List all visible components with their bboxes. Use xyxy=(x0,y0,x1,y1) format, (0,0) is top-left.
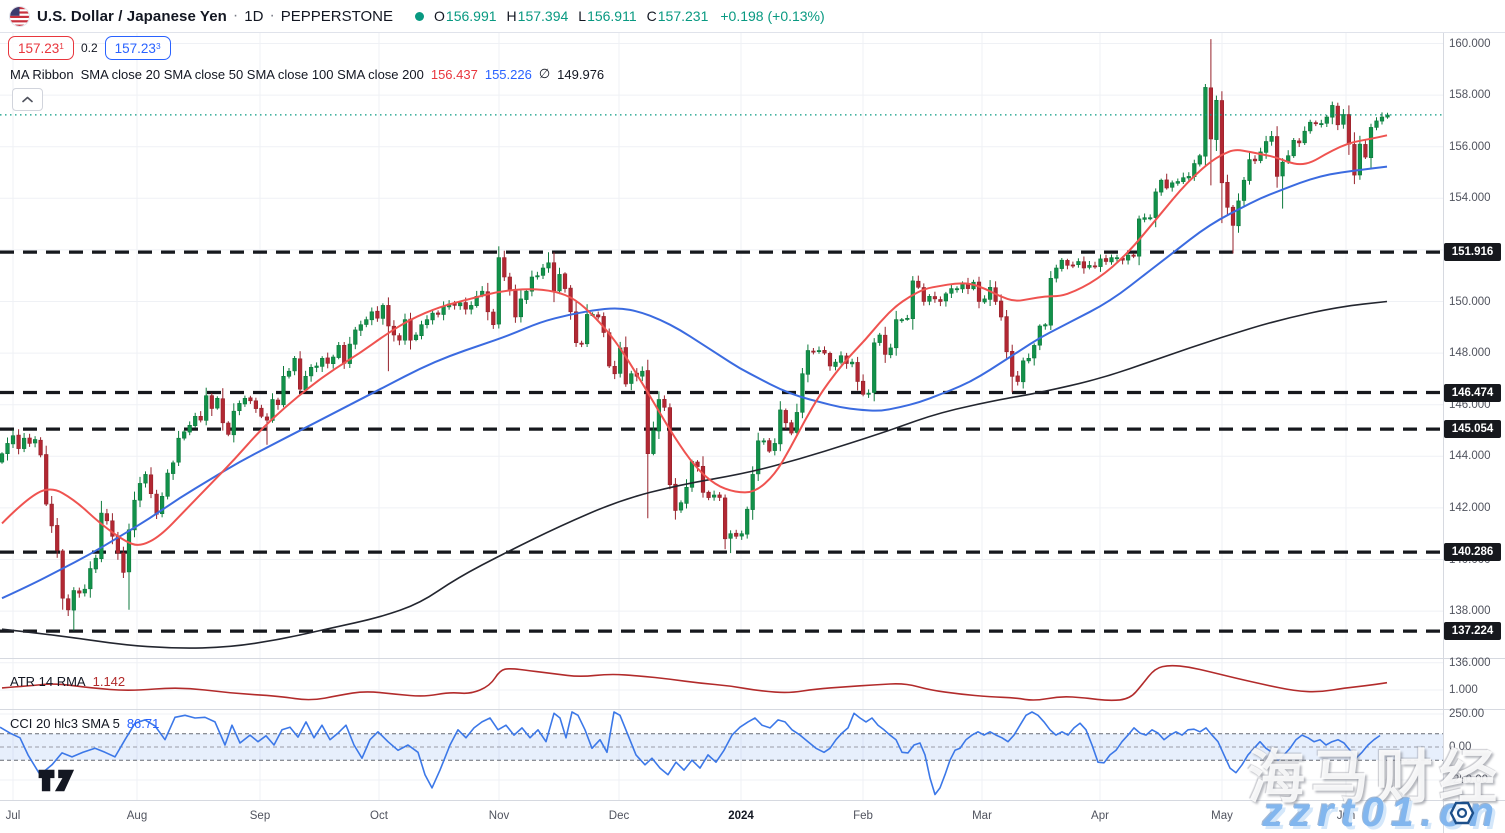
time-tick-label: Aug xyxy=(126,810,148,822)
price-tick-label: 146.000 xyxy=(1449,398,1491,411)
pane-separator-main-atr[interactable] xyxy=(0,658,1505,659)
price-level-lines xyxy=(0,250,1443,633)
low-value: 156.911 xyxy=(587,8,637,24)
price-tick-label: 148.000 xyxy=(1449,347,1491,360)
time-tick-label: Jul xyxy=(5,810,21,822)
sma50-line xyxy=(1,165,1388,600)
cci-tick-label: 250.00 xyxy=(1449,708,1485,720)
tradingview-logo-icon[interactable] xyxy=(36,766,86,799)
time-tick-label: Oct xyxy=(370,810,388,822)
ma-lines xyxy=(1,134,1388,649)
level-price-badge: 145.054 xyxy=(1444,420,1501,439)
candles-layer xyxy=(0,39,1390,631)
atr-label: ATR 14 RMA xyxy=(10,674,86,689)
sma20-value: 156.437 xyxy=(430,66,478,82)
price-axis-border xyxy=(1443,33,1444,833)
level-price-badge: 151.916 xyxy=(1444,243,1501,262)
cci-legend[interactable]: CCI 20 hlc3 SMA 5 86.71 xyxy=(10,716,159,731)
price-tick-label: 154.000 xyxy=(1449,192,1491,205)
price-tick-label: 142.000 xyxy=(1449,501,1491,514)
market-status-icon xyxy=(415,11,425,21)
exchange-label: PEPPERSTONE xyxy=(280,7,394,25)
level-price-badge: 137.224 xyxy=(1444,622,1501,641)
cci-line xyxy=(0,711,1381,796)
sma200-value: 149.976 xyxy=(557,66,605,82)
change-value: +0.198 (+0.13%) xyxy=(720,8,825,24)
us-flag-icon xyxy=(10,6,29,26)
sma20-line xyxy=(1,134,1388,546)
ohlc-readout: O156.991 H157.394 L156.911 C157.231 +0.1… xyxy=(434,8,825,24)
atr-value: 1.142 xyxy=(92,674,126,689)
price-axis[interactable]: JPY 160.000158.000156.000154.000150.0001… xyxy=(1443,0,1505,833)
horizontal-gridlines xyxy=(0,43,1443,781)
price-tick-label: 158.000 xyxy=(1449,89,1491,102)
open-value: 156.991 xyxy=(445,8,497,24)
price-tick-label: 160.000 xyxy=(1449,37,1491,50)
cci-band xyxy=(0,733,1443,761)
cci-tick-label: 0.00 xyxy=(1449,741,1472,753)
price-tick-label: 156.000 xyxy=(1449,140,1491,153)
time-axis[interactable]: Jul Aug Sep Oct Nov Dec 2024 Feb Mar Apr May Jun xyxy=(0,800,1505,833)
spread-value: 0.2 xyxy=(80,41,98,56)
close-value: 157.231 xyxy=(657,8,709,24)
level-price-badge: 140.286 xyxy=(1444,543,1501,562)
time-tick-label: Feb xyxy=(853,810,873,822)
sma50-value: 155.226 xyxy=(484,66,532,82)
quote-row: 157.231 0.2 157.233 xyxy=(8,36,171,61)
toolbar: U.S. Dollar / Japanese Yen · 1D · PEPPER… xyxy=(0,0,1505,33)
collapse-legend-button[interactable] xyxy=(12,88,43,111)
time-tick-label: Nov xyxy=(488,810,510,822)
level-price-badge: 146.474 xyxy=(1444,383,1501,402)
timeframe-label[interactable]: 1D xyxy=(244,7,264,25)
high-value: 157.394 xyxy=(517,8,569,24)
separator: · xyxy=(269,7,275,24)
separator: · xyxy=(232,7,239,24)
time-tick-label: Jun xyxy=(1336,810,1356,822)
time-tick-label: May xyxy=(1211,810,1233,822)
chevron-up-icon xyxy=(22,96,33,103)
average-symbol: ∅ xyxy=(538,66,551,81)
time-tick-label: Sep xyxy=(249,810,271,822)
buy-price-button[interactable]: 157.233 xyxy=(104,36,171,61)
vertical-gridlines xyxy=(12,33,1347,800)
atr-legend[interactable]: ATR 14 RMA 1.142 xyxy=(10,674,125,689)
price-tick-label: 144.000 xyxy=(1449,450,1491,463)
price-tick-label: 138.000 xyxy=(1449,605,1491,618)
sma200-line xyxy=(1,300,1388,649)
price-tick-label: 150.000 xyxy=(1449,295,1491,308)
time-tick-label: 2024 xyxy=(728,810,754,822)
price-tick-label: 136.000 xyxy=(1449,656,1491,669)
atr-line xyxy=(1,664,1388,702)
cci-value: 86.71 xyxy=(126,716,160,731)
cci-label: CCI 20 hlc3 SMA 5 xyxy=(10,716,120,731)
time-tick-label: Mar xyxy=(972,810,992,822)
pane-separator-atr-cci[interactable] xyxy=(0,709,1505,710)
time-tick-label: Dec xyxy=(608,810,630,822)
sell-price-button[interactable]: 157.231 xyxy=(8,36,74,61)
time-tick-label: Apr xyxy=(1091,810,1109,822)
ma-ribbon-params: SMA close 20 SMA close 50 SMA close 100 … xyxy=(80,66,424,82)
cci-tick-label: -250.00 xyxy=(1449,774,1489,786)
ma-ribbon-title: MA Ribbon xyxy=(10,66,74,82)
symbol-title[interactable]: U.S. Dollar / Japanese Yen xyxy=(37,7,227,25)
atr-tick-label: 1.000 xyxy=(1449,684,1478,696)
ma-ribbon-legend[interactable]: MA Ribbon SMA close 20 SMA close 50 SMA … xyxy=(10,66,604,82)
